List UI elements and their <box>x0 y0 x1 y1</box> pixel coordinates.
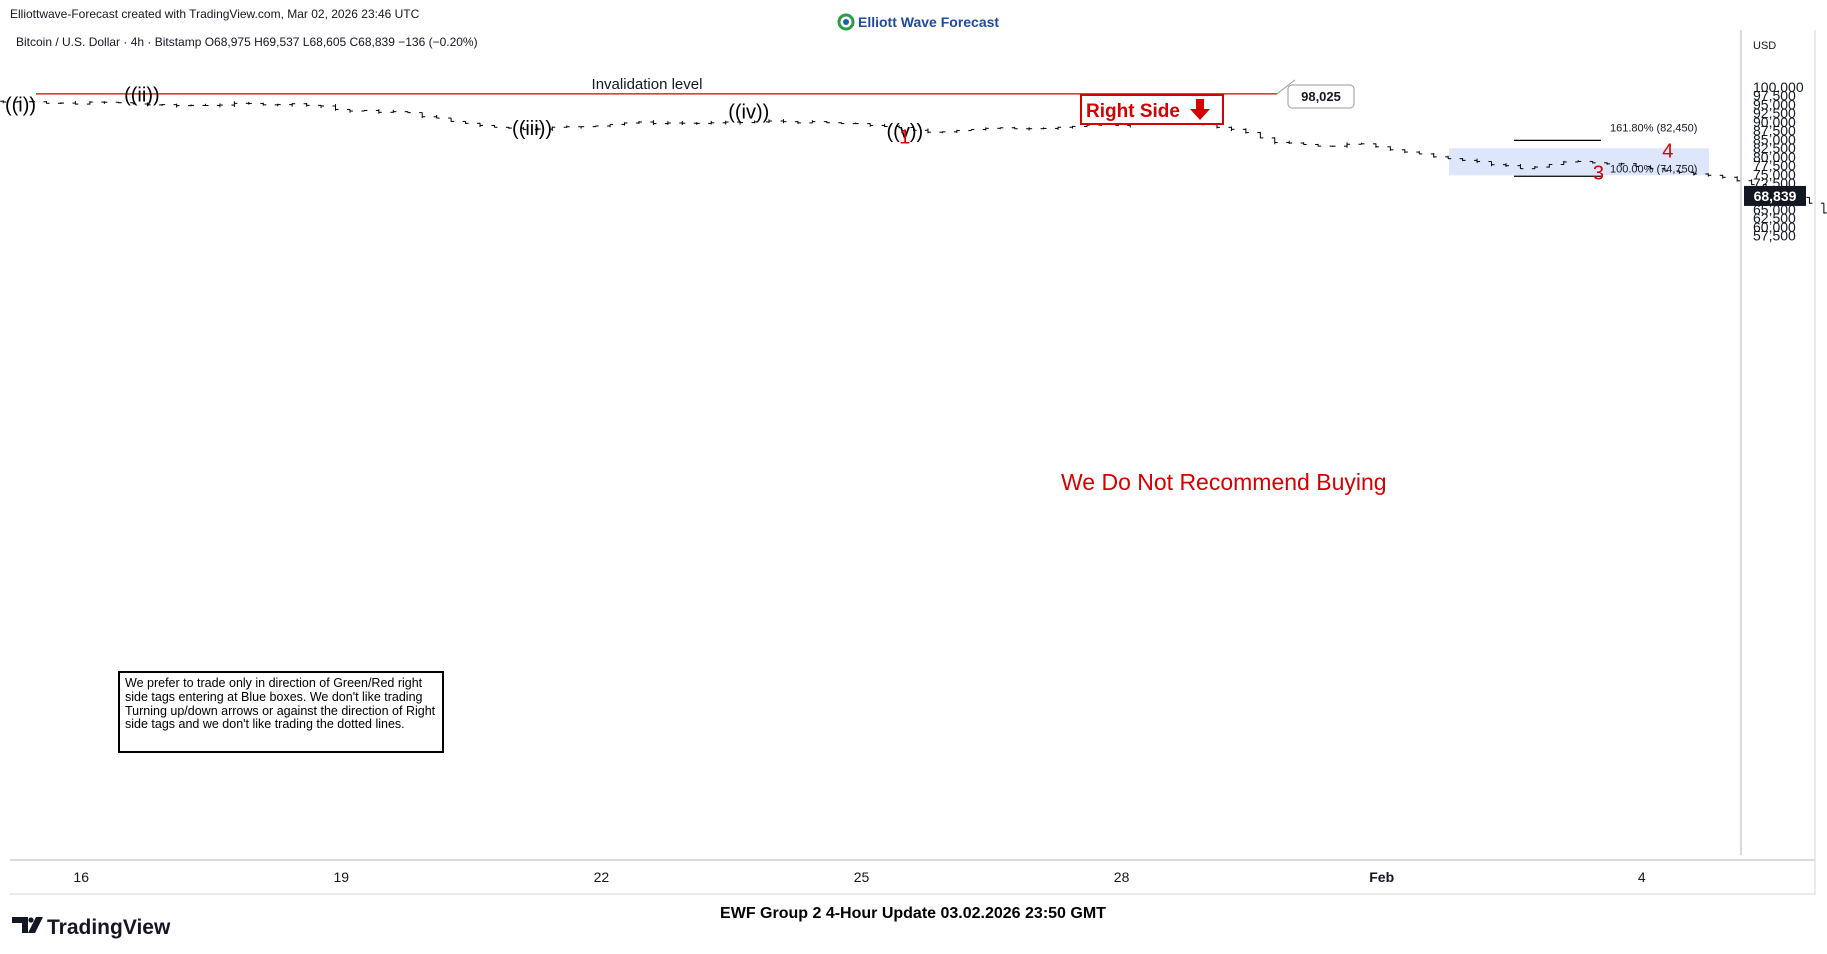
invalidation-label: Invalidation level <box>592 76 703 93</box>
invalidation-value-box <box>1287 84 1355 109</box>
time-tick-label: 25 <box>854 869 870 885</box>
time-tick-label: Feb <box>1369 869 1394 885</box>
tradingview-logo-dot <box>28 917 34 923</box>
time-tick-label: 28 <box>1114 869 1130 885</box>
wave-label: ((i)) <box>5 94 36 116</box>
invalidation-value: 98,025 <box>1301 89 1341 104</box>
time-tick-label: 4 <box>1638 869 1646 885</box>
price-tick-label: 62,500 <box>1753 210 1796 226</box>
footer-update: EWF Group 2 4-Hour Update 03.02.2026 23:… <box>720 905 1106 922</box>
price-tick-label: 95,000 <box>1753 96 1796 112</box>
wave-label: 3 <box>1593 163 1604 185</box>
invalidation-layer: Invalidation level 98,025 <box>36 76 1355 109</box>
currency-label: USD <box>1753 40 1776 52</box>
wave-label: ((iv)) <box>728 101 769 123</box>
tradingview-logo: TradingView <box>12 916 171 939</box>
wave-label: ((v)) <box>887 121 924 143</box>
price-tick-label: 80,000 <box>1753 149 1796 165</box>
price-tick-label: 77,500 <box>1753 158 1796 174</box>
time-axis: 1619222528Feb47101316192225Mar471013 <box>73 869 1646 885</box>
brand-logo-icon <box>837 13 855 31</box>
header-credit: Elliottwave-Forecast created with Tradin… <box>10 7 420 21</box>
price-tick-label: 87,500 <box>1753 123 1796 139</box>
price-tick-label: 97,500 <box>1753 88 1796 104</box>
right-side-tag-text: Right Side <box>1086 101 1180 122</box>
symbol-line: Bitcoin / U.S. Dollar · 4h · Bitstamp O6… <box>16 35 478 49</box>
price-tick-label: 90,000 <box>1753 114 1796 130</box>
price-axis: 57,50060,00062,50065,00067,50070,00072,5… <box>1744 79 1806 244</box>
time-tick-label: 16 <box>73 869 89 885</box>
price-tick-label: 75,000 <box>1753 166 1796 182</box>
brand-logo: Elliott Wave Forecast <box>837 13 999 31</box>
wave-label: ((ii)) <box>124 85 160 107</box>
time-tick-label: 22 <box>594 869 610 885</box>
arrow-down-icon <box>1190 99 1210 120</box>
last-price-label: 68,839 <box>1754 188 1797 204</box>
invalidation-callout-connector <box>1276 79 1296 95</box>
annotation-text: We Do Not Recommend Buying <box>1061 469 1387 495</box>
wave-label: 1 <box>899 126 910 148</box>
price-tick-label: 92,500 <box>1753 105 1796 121</box>
brand-name: Elliott Wave Forecast <box>858 14 999 30</box>
price-tick-label: 82,500 <box>1753 140 1796 156</box>
last-price-tag <box>1744 185 1806 206</box>
price-tick-label: 85,000 <box>1753 131 1796 147</box>
fib-level-label: 161.80% (82,450) <box>1610 122 1697 134</box>
fib-level-label: 100.00% (74,750) <box>1610 163 1697 175</box>
tradingview-logo-text: TradingView <box>47 916 171 939</box>
brand-logo-icon-inner <box>843 19 849 25</box>
price-tick-label: 57,500 <box>1753 228 1796 244</box>
wave-label: ((iii)) <box>512 118 552 140</box>
tradingview-logo-icon <box>12 917 43 933</box>
price-tick-label: 60,000 <box>1753 219 1796 235</box>
fib-levels-layer: 161.80% (82,450) 100.00% (74,750) <box>1514 122 1697 177</box>
right-side-tag: Right Side <box>1080 94 1224 125</box>
wave-label: 4 <box>1662 141 1673 163</box>
price-tick-label: 100,000 <box>1753 79 1804 95</box>
time-tick-label: 19 <box>334 869 350 885</box>
wave-labels-layer: ((X))(C)5((i))((ii))((iii))((iv))((v))12… <box>5 85 1673 185</box>
trading-note-box: We prefer to trade only in direction of … <box>118 671 444 753</box>
